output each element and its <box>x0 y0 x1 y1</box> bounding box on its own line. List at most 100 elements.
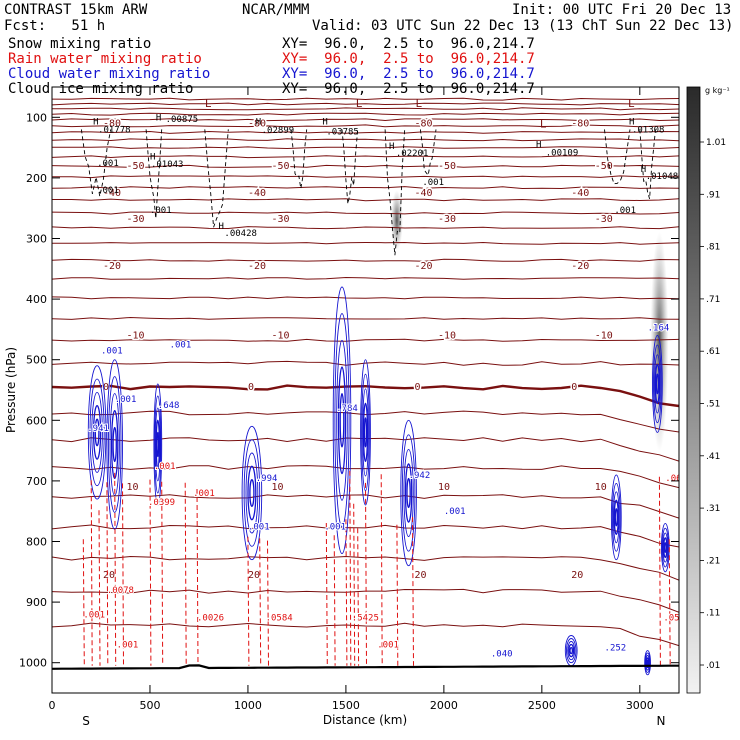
rain-label: .001 <box>377 641 399 651</box>
cloud-water-contour <box>655 373 660 395</box>
snow-label: H <box>389 142 394 152</box>
cloud-water-contour <box>107 376 122 513</box>
rain-label: .5425 <box>352 613 379 623</box>
cloud-water-contour <box>611 482 621 552</box>
rain-contour <box>106 482 109 666</box>
cloud-water-contour <box>614 508 618 527</box>
cloud-water-contour <box>404 463 413 523</box>
isotherm-label: 20 <box>571 570 583 581</box>
x-tick-label: 1000 <box>234 699 262 712</box>
y-tick-label: 100 <box>26 111 47 124</box>
x-tick-label: 0 <box>49 699 56 712</box>
cloud-water-contour <box>646 659 649 666</box>
snow-label: H <box>322 118 327 128</box>
isotherm-label: -30 <box>438 214 456 225</box>
cloud-water-contour <box>92 405 102 460</box>
isotherm-label: -40 <box>248 188 266 199</box>
isotherm-label: -10 <box>595 330 613 341</box>
isotherm <box>52 226 679 230</box>
isotherm-label: -20 <box>248 261 266 272</box>
snow-contour <box>419 129 437 177</box>
isotherm-label: -50 <box>271 161 289 172</box>
cloud-water-contour <box>400 419 417 567</box>
low-marker: L <box>205 97 212 110</box>
rain-contour <box>365 482 367 666</box>
cloud-water-contour <box>94 418 100 447</box>
cloud-water-contour <box>332 286 352 555</box>
isotherm-label: -10 <box>438 330 456 341</box>
snow-contour <box>341 129 359 204</box>
snow-label: .01048 <box>646 172 679 182</box>
isotherm <box>52 316 679 320</box>
rain-contour <box>658 476 661 666</box>
rain-contour <box>325 522 328 666</box>
isotherm-label: -50 <box>438 161 456 172</box>
cloud-water-label: .164 <box>648 324 670 334</box>
isotherm-label: -80 <box>414 118 432 129</box>
cloud-water-contour <box>645 657 650 669</box>
isotherm <box>52 410 679 433</box>
isotherm <box>52 146 679 150</box>
valid-time: Valid: 03 UTC Sun 22 Dec 13 (13 ChT Sun … <box>312 18 734 34</box>
isotherm-label: -80 <box>571 118 589 129</box>
isotherm-label: -30 <box>271 214 289 225</box>
field-name-cloud-water: Cloud water mixing ratio <box>8 66 211 82</box>
snow-label: H <box>256 118 261 128</box>
snow-label: H <box>536 141 541 151</box>
snow-label: .01043 <box>151 160 184 170</box>
cloud-water-contour <box>567 641 576 661</box>
colorbar-unit: g kg⁻¹ <box>705 86 730 95</box>
cloud-water-contour <box>403 448 414 538</box>
isotherm-label: -40 <box>414 188 432 199</box>
colorbar-label: .41 <box>706 452 720 462</box>
isotherm <box>52 102 679 106</box>
cloud-water-contour <box>241 425 263 561</box>
isotherm-label: -80 <box>103 118 121 129</box>
low-marker: L <box>415 97 422 110</box>
snow-contour <box>145 129 163 219</box>
rain-contour <box>247 536 250 666</box>
isotherm-label: -40 <box>103 188 121 199</box>
colorbar-ramp <box>686 86 701 694</box>
y-tick-label: 600 <box>26 414 47 427</box>
cloud-water-contour <box>156 431 160 458</box>
snow-label: H <box>629 118 634 128</box>
rain-label: .0399 <box>148 498 175 508</box>
field-name-snow: Snow mixing ratio <box>8 36 152 52</box>
rain-contour <box>161 481 164 666</box>
cloud-water-label: .001 <box>101 347 123 357</box>
cloud-water-contour <box>362 388 369 477</box>
snow-label: H <box>150 153 155 163</box>
cloud-water-contour <box>112 426 117 463</box>
cloud-water-contour <box>249 479 255 507</box>
x-tick-label: 2500 <box>528 699 556 712</box>
isotherm <box>52 588 679 613</box>
center-title: NCAR/MMM <box>242 2 310 18</box>
isotherm <box>52 164 679 168</box>
rain-contour <box>357 528 360 666</box>
snow-label: .01778 <box>98 125 131 135</box>
snow-contour <box>290 129 308 189</box>
isotherm <box>52 241 679 245</box>
field-xy-cloud-ice: XY= 96.0, 2.5 to 96.0,214.7 <box>282 81 535 97</box>
isotherm <box>52 155 679 159</box>
cloud-water-contour <box>653 344 662 424</box>
low-marker: L <box>356 97 363 110</box>
terrain-line <box>52 664 679 670</box>
isotherm-label: -40 <box>571 188 589 199</box>
cloud-water-contour <box>336 339 348 501</box>
cloud-water-label: .001 <box>444 507 466 517</box>
isotherm-label: -30 <box>595 214 613 225</box>
snow-label: H <box>219 222 224 232</box>
isotherm <box>52 258 679 262</box>
colorbar-label: .71 <box>706 295 720 305</box>
rain-label: .0026 <box>197 613 224 623</box>
cloud-water-contour <box>245 452 259 534</box>
rain-contour <box>196 488 199 666</box>
init-time: Init: 00 UTC Fri 20 Dec 13 <box>512 2 732 18</box>
colorbar-label: .51 <box>706 400 720 410</box>
rain-label: .0078 <box>107 586 134 596</box>
rain-label: .050 <box>663 613 685 623</box>
cloud-water-contour <box>110 409 119 480</box>
isotherm-label: 0 <box>414 382 420 393</box>
